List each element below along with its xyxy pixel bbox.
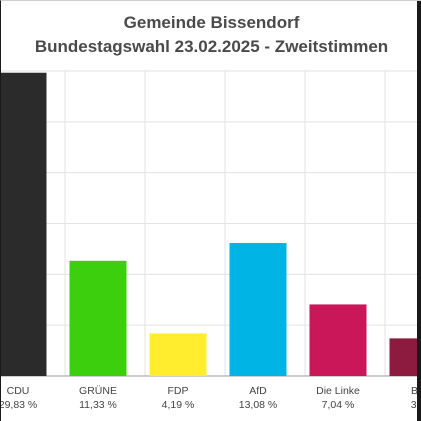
- chart-title: Gemeinde Bissendorf: [123, 13, 300, 32]
- category-labels: CDU 29,83 % GRÜNE 11,33 % FDP 4,19 % AfD 13,08 …: [1, 385, 421, 411]
- value-label: 7,04 %: [322, 399, 355, 411]
- bar-bsw: [389, 338, 421, 376]
- chart-title-block: Gemeinde Bissendorf Bundestagswahl 23.02…: [1, 11, 421, 59]
- value-label: 13,08 %: [239, 399, 278, 411]
- value-label: 29,83 %: [1, 399, 37, 411]
- category-label: GRÜNE: [79, 385, 117, 397]
- category-label: CDU: [7, 385, 30, 397]
- bar-die-linke: [309, 304, 367, 376]
- chart-subtitle: Bundestagswahl 23.02.2025 - Zweitstimmen: [34, 37, 389, 56]
- bar-afd: [229, 243, 287, 376]
- bars: [1, 72, 421, 376]
- category-label: FDP: [168, 385, 189, 397]
- category-label: AfD: [249, 385, 267, 397]
- value-label: 3,7: [411, 399, 421, 411]
- category-label: Die Linke: [316, 385, 360, 397]
- bar-cdu: [1, 72, 47, 376]
- window-edge: [417, 1, 421, 421]
- bar-fdp: [149, 333, 207, 376]
- value-label: 4,19 %: [162, 399, 195, 411]
- value-label: 11,33 %: [79, 399, 117, 411]
- category-label: BS: [411, 385, 421, 397]
- bar-grüne: [69, 260, 127, 376]
